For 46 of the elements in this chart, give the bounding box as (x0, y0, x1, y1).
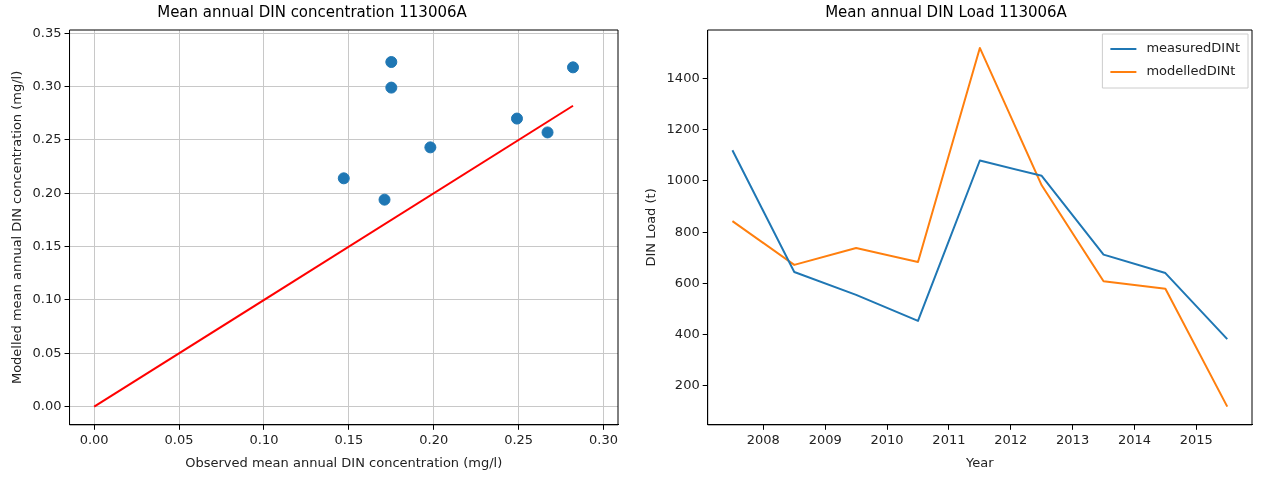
x-tick-label: 2010 (870, 431, 904, 447)
point (378, 193, 391, 206)
x-tick-label: 2013 (1056, 431, 1090, 447)
x-tick-label: 2008 (746, 431, 780, 447)
y-axis-title: Modelled mean annual DIN concentration (mg/l) (9, 70, 25, 385)
y-tick-label: 1200 (666, 121, 700, 137)
chart-title: Mean annual DIN concentration 113006A (157, 2, 468, 21)
point (385, 81, 398, 94)
x-tick-label: 0.25 (504, 431, 534, 447)
x-tick-label: 2014 (1117, 431, 1152, 447)
y-tick-label: 200 (674, 377, 700, 393)
x-tick-label: 0.30 (589, 431, 619, 447)
y-tick-label: 0.20 (32, 184, 62, 200)
point (567, 61, 579, 74)
y-tick-label: 0.15 (32, 237, 62, 253)
y-tick-label: 0.35 (32, 24, 62, 40)
chart-title: Mean annual DIN Load 113006A (825, 2, 1068, 21)
y-tick-label: 400 (674, 325, 700, 341)
x-tick-label: 0.20 (419, 431, 449, 447)
x-axis-title: Observed mean annual DIN concentration (mg/l) (185, 454, 503, 470)
x-axis-title: Year (965, 454, 995, 470)
point (541, 126, 554, 139)
y-tick-label: 1000 (666, 172, 700, 188)
y-tick-label: 0.00 (32, 398, 62, 414)
legend-label: measuredDINt (1146, 40, 1241, 56)
x-tick-label: 2011 (932, 431, 966, 447)
y-tick-label: 1400 (666, 69, 700, 85)
point (337, 172, 350, 185)
y-tick-label: 0.05 (32, 344, 62, 360)
x-tick-label: 0.15 (334, 431, 364, 447)
x-tick-label: 0.10 (249, 431, 279, 447)
point (424, 141, 437, 154)
legend-label: modelledDINt (1146, 63, 1236, 79)
y-axis-title: DIN Load (t) (643, 188, 659, 267)
x-tick-label: 2009 (808, 431, 842, 447)
y-tick-label: 800 (674, 223, 700, 239)
y-tick-label: 600 (674, 274, 700, 290)
y-tick-label: 0.30 (32, 77, 62, 93)
x-tick-label: 2015 (1179, 431, 1213, 447)
y-tick-label: 0.25 (32, 131, 62, 147)
x-tick-label: 2012 (994, 431, 1028, 447)
y-tick-label: 0.10 (32, 291, 62, 307)
x-tick-label: 0.00 (79, 431, 109, 447)
x-tick-label: 0.05 (164, 431, 194, 447)
point (510, 112, 523, 125)
point (385, 56, 398, 69)
